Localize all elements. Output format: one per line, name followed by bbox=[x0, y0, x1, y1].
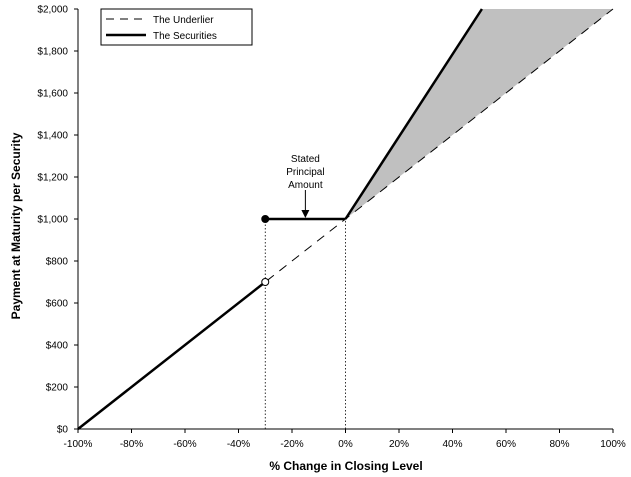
y-tick-label-9: $1,800 bbox=[37, 47, 68, 58]
x-tick-label-5: 0% bbox=[338, 439, 353, 450]
x-tick-label-2: -60% bbox=[173, 439, 196, 450]
x-tick-label-0: -100% bbox=[64, 439, 93, 450]
y-tick-label-1: $200 bbox=[46, 383, 69, 394]
annotation-layer: Stated Principal Amount bbox=[286, 154, 325, 218]
filled-marker-0 bbox=[261, 215, 270, 223]
y-tick-label-8: $1,600 bbox=[37, 89, 68, 100]
annotation-line-0: Stated bbox=[291, 154, 320, 165]
axes-layer: $0 $200 $400 $600 $800 $1,000 $1,200 $1,400 $1,6… bbox=[37, 5, 625, 451]
legend-box bbox=[100, 8, 253, 46]
legend-label-underlier: The Underlier bbox=[153, 15, 214, 26]
x-axis-title: % Change in Closing Level bbox=[269, 459, 422, 473]
y-tick-label-0: $0 bbox=[57, 425, 69, 436]
open-marker-1 bbox=[261, 278, 270, 286]
x-tick-label-6: 20% bbox=[389, 439, 409, 450]
y-tick-label-10: $2,000 bbox=[37, 5, 68, 16]
x-tick-label-1: -80% bbox=[120, 439, 143, 450]
y-axis-title: Payment at Maturity per Security bbox=[9, 132, 23, 319]
x-tick-label-8: 60% bbox=[496, 439, 516, 450]
y-tick-label-2: $400 bbox=[46, 341, 69, 352]
x-tick-label-9: 80% bbox=[549, 439, 569, 450]
y-tick-label-4: $800 bbox=[46, 257, 69, 268]
y-tick-label-5: $1,000 bbox=[37, 215, 68, 226]
annotation-line-2: Amount bbox=[288, 180, 323, 191]
x-tick-label-3: -40% bbox=[227, 439, 250, 450]
series-layer bbox=[77, 8, 614, 430]
y-tick-label-6: $1,200 bbox=[37, 173, 68, 184]
series-1-segment-0 bbox=[77, 281, 267, 430]
x-tick-label-7: 40% bbox=[442, 439, 462, 450]
x-tick-label-10: 100% bbox=[600, 439, 626, 450]
markers-layer bbox=[261, 215, 270, 286]
y-tick-label-7: $1,400 bbox=[37, 131, 68, 142]
reference-lines-layer bbox=[264, 219, 346, 429]
y-tick-label-3: $600 bbox=[46, 299, 69, 310]
legend-label-securities: The Securities bbox=[153, 31, 217, 42]
annotation-arrow-head bbox=[301, 210, 310, 218]
legend: The Underlier The Securities bbox=[100, 8, 253, 46]
series-1-segment-2 bbox=[344, 8, 483, 220]
x-tick-label-4: -20% bbox=[280, 439, 303, 450]
annotation-line-1: Principal bbox=[286, 167, 324, 178]
